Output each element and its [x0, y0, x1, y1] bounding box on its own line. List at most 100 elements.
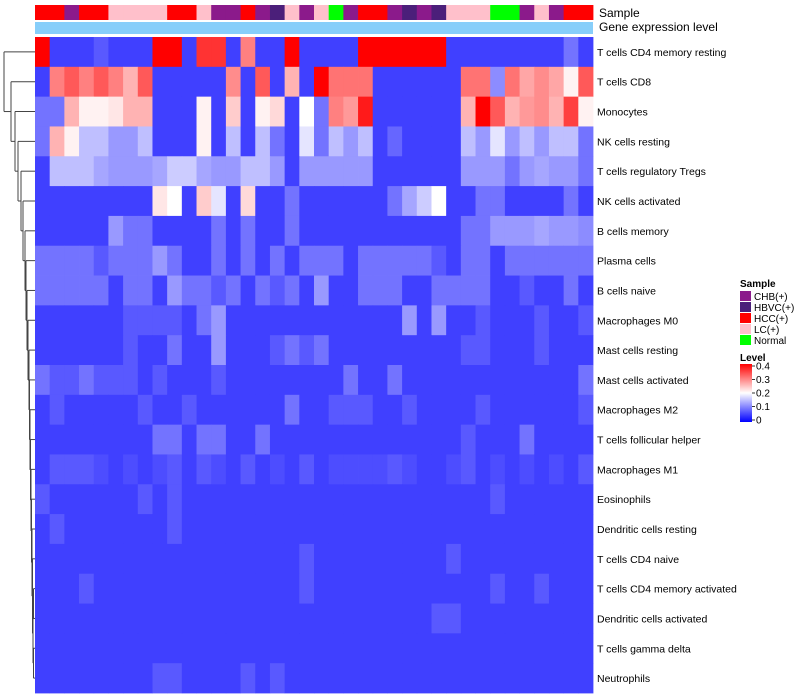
heatmap-cell: [534, 245, 550, 276]
heatmap-cell: [328, 245, 344, 276]
level-legend-title: Level: [740, 353, 766, 364]
heatmap-cell: [255, 66, 271, 98]
heatmap-cell: [299, 514, 315, 545]
heatmap-cell: [211, 394, 227, 426]
heatmap-cell: [299, 365, 315, 396]
heatmap-cell: [49, 245, 65, 276]
heatmap-cell: [402, 66, 418, 98]
heatmap-cell: [578, 305, 594, 336]
heatmap-cell: [123, 96, 139, 127]
sample-annotation-cell: [181, 5, 197, 20]
heatmap-cell: [314, 633, 330, 664]
heatmap-cell: [299, 126, 315, 157]
heatmap-cell: [475, 96, 491, 127]
heatmap-cell: [343, 335, 359, 366]
row-label: T cells CD4 memory activated: [597, 584, 737, 596]
heatmap-cell: [475, 573, 491, 604]
heatmap-cell: [387, 454, 403, 485]
heatmap-cell: [225, 394, 241, 426]
heatmap-cell: [181, 543, 197, 575]
heatmap-cell: [519, 573, 535, 604]
heatmap-cell: [314, 66, 330, 98]
heatmap-cell: [299, 66, 315, 98]
heatmap-cell: [475, 186, 491, 217]
legend-label: Normal: [754, 336, 786, 347]
heatmap-cell: [240, 663, 256, 694]
heatmap-cell: [402, 573, 418, 604]
heatmap-cell: [328, 37, 344, 68]
heatmap-cell: [343, 424, 359, 455]
level-tick-label: 0: [756, 416, 762, 427]
heatmap-cell: [196, 215, 212, 247]
heatmap-cell: [93, 514, 109, 545]
heatmap-cell: [314, 543, 330, 575]
heatmap-cell: [196, 394, 212, 426]
heatmap-cell: [460, 126, 476, 157]
heatmap-cell: [181, 633, 197, 664]
heatmap-cell: [255, 633, 271, 664]
heatmap-cell: [490, 96, 506, 127]
heatmap-cell: [35, 394, 51, 426]
heatmap-cell: [255, 365, 271, 396]
heatmap-cell: [196, 663, 212, 694]
heatmap-cell: [255, 245, 271, 276]
heatmap-cell: [416, 37, 432, 68]
heatmap-cell: [387, 484, 403, 515]
heatmap-cell: [269, 424, 286, 455]
heatmap-cell: [446, 603, 462, 634]
heatmap-cell: [504, 633, 520, 664]
heatmap-cell: [490, 186, 506, 217]
heatmap-cell: [240, 156, 256, 187]
heatmap-cell: [328, 335, 344, 366]
row-label: NK cells activated: [597, 196, 681, 208]
heatmap-cell: [181, 275, 197, 306]
heatmap-cell: [123, 275, 139, 306]
heatmap-cell: [358, 454, 374, 485]
heatmap-cell: [504, 484, 520, 515]
heatmap-cell: [284, 37, 300, 68]
heatmap-cell: [35, 603, 51, 634]
legend-label: LC(+): [754, 325, 779, 336]
heatmap-cell: [35, 126, 51, 157]
heatmap-cell: [167, 424, 183, 455]
heatmap-cell: [402, 215, 418, 247]
heatmap-cell: [152, 573, 168, 604]
heatmap-cell: [137, 96, 153, 127]
heatmap-cell: [475, 335, 491, 366]
heatmap-cell: [49, 305, 65, 336]
heatmap-cell: [152, 66, 168, 98]
heatmap-cell: [519, 424, 535, 455]
heatmap-cell: [490, 37, 506, 68]
sample-annotation-cell: [504, 5, 520, 20]
heatmap-cell: [211, 66, 227, 98]
sample-annotation-cell: [255, 5, 271, 20]
heatmap-cell: [255, 543, 271, 575]
heatmap-cell: [372, 424, 388, 455]
heatmap-cell: [167, 37, 183, 68]
heatmap-cell: [152, 186, 168, 217]
sample-annotation-cell: [519, 5, 535, 20]
sample-annotation-cell: [211, 5, 227, 20]
heatmap-cell: [284, 186, 300, 217]
heatmap-cell: [167, 394, 183, 426]
heatmap-cell: [167, 156, 183, 187]
heatmap-cell: [490, 305, 506, 336]
heatmap-cell: [504, 454, 520, 485]
heatmap-cell: [372, 66, 388, 98]
heatmap-cell: [225, 275, 241, 306]
heatmap-cell: [372, 37, 388, 68]
heatmap-cell: [79, 156, 95, 187]
heatmap-cell: [446, 573, 462, 604]
row-label: T cells regulatory Tregs: [597, 166, 706, 178]
heatmap-cell: [79, 305, 95, 336]
heatmap-cell: [490, 633, 506, 664]
heatmap-cell: [387, 514, 403, 545]
heatmap-cell: [35, 573, 51, 604]
heatmap-cell: [49, 633, 65, 664]
heatmap-cell: [240, 514, 256, 545]
heatmap-cell: [431, 126, 447, 157]
heatmap-cell: [152, 126, 168, 157]
heatmap-cell: [328, 633, 344, 664]
heatmap-cell: [108, 394, 124, 426]
heatmap-cell: [49, 424, 65, 455]
